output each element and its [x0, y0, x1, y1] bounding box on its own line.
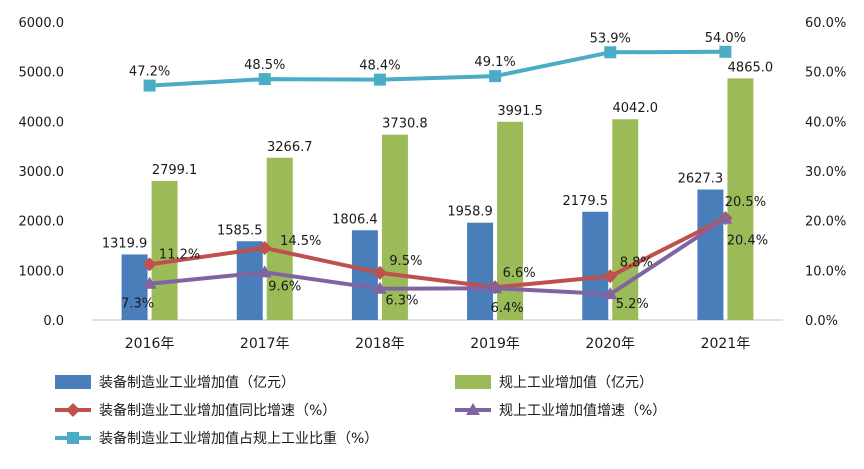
bar-data-label: 2799.1	[152, 163, 198, 178]
x-category-label: 2018年	[355, 336, 405, 352]
bar-data-label: 2627.3	[678, 172, 724, 187]
marker-above-scale-growth	[372, 281, 387, 294]
bar-above-scale	[727, 78, 754, 320]
line-data-label: 7.3%	[121, 297, 154, 312]
bar-data-label: 2179.5	[563, 194, 609, 209]
line-data-label: 49.1%	[474, 55, 515, 70]
bar-above-scale	[151, 180, 178, 320]
bar-data-label: 3991.5	[497, 104, 543, 119]
y-right-tick-label: 20.0%	[805, 215, 846, 230]
x-category-label: 2021年	[701, 336, 751, 352]
marker-above-scale-growth	[488, 281, 503, 294]
line-data-label: 48.4%	[359, 59, 400, 74]
bar-equipment	[697, 189, 724, 320]
bar-equipment	[236, 241, 263, 320]
y-right-tick-label: 40.0%	[805, 115, 846, 130]
x-category-label: 2020年	[585, 336, 635, 352]
marker-above-scale-growth	[603, 287, 618, 300]
marker-equipment-share	[489, 70, 502, 83]
line-data-label: 6.3%	[385, 294, 418, 309]
marker-equipment-growth	[257, 240, 272, 255]
legend-marker	[66, 403, 80, 417]
x-category-label: 2016年	[125, 336, 175, 352]
line-data-label: 47.2%	[129, 65, 170, 80]
line-data-label: 14.5%	[280, 234, 321, 249]
marker-equipment-share	[373, 73, 386, 86]
y-right-tick-label: 30.0%	[805, 165, 846, 180]
bar-data-label: 3266.7	[267, 140, 313, 155]
line-data-label: 11.2%	[159, 247, 200, 262]
line-data-label: 6.4%	[491, 301, 524, 316]
y-left-tick-label: 1000.0	[19, 264, 65, 279]
line-equipment-share	[149, 49, 726, 88]
line-data-label: 6.6%	[503, 266, 536, 281]
bar-data-label: 1806.4	[332, 212, 378, 227]
y-left-tick-label: 0.0	[43, 314, 64, 329]
bar-data-label: 1958.9	[447, 205, 493, 220]
y-right-tick-label: 0.0%	[805, 314, 838, 329]
x-category-label: 2019年	[470, 336, 520, 352]
line-equipment-growth	[149, 216, 727, 290]
bar-equipment	[582, 211, 609, 320]
legend-label: 装备制造业工业增加值（亿元）	[99, 374, 295, 391]
marker-above-scale-growth	[142, 276, 157, 289]
bar-data-label: 3730.8	[382, 117, 428, 132]
legend-label: 规上工业增加值（亿元）	[499, 375, 653, 391]
marker-above-scale-growth	[257, 265, 272, 278]
marker-equipment-share	[143, 79, 156, 92]
bar-equipment	[351, 230, 378, 320]
y-left-tick-label: 6000.0	[19, 16, 65, 31]
bar-equipment	[467, 222, 494, 320]
y-left-tick-label: 2000.0	[19, 215, 65, 230]
bar-data-label: 4865.0	[728, 60, 774, 75]
marker-equipment-growth	[142, 257, 157, 272]
line-data-label: 20.4%	[727, 234, 768, 249]
legend-marker	[67, 432, 79, 444]
marker-equipment-share	[604, 46, 617, 59]
bar-equipment	[121, 254, 148, 320]
bar-data-label: 1319.9	[102, 236, 148, 251]
legend-swatch	[455, 375, 491, 389]
marker-equipment-share	[719, 45, 732, 58]
legend-label: 装备制造业工业增加值占规上工业比重（%）	[99, 430, 378, 447]
y-left-tick-label: 3000.0	[19, 165, 65, 180]
y-left-tick-label: 5000.0	[19, 66, 65, 81]
line-data-label: 9.6%	[268, 279, 301, 294]
marker-above-scale-growth	[718, 211, 733, 224]
line-data-label: 5.2%	[616, 297, 649, 312]
legend-marker	[466, 403, 480, 415]
y-left-tick-label: 4000.0	[19, 115, 65, 130]
line-data-label: 20.5%	[725, 195, 766, 210]
line-above-scale-growth	[149, 217, 727, 297]
bar-data-label: 4042.0	[613, 101, 659, 116]
marker-equipment-growth	[372, 265, 387, 280]
legend-label: 装备制造业工业增加值同比增速（%）	[99, 402, 336, 419]
line-data-label: 53.9%	[590, 31, 631, 46]
legend-label: 规上工业增加值增速（%）	[499, 403, 666, 419]
y-right-tick-label: 50.0%	[805, 66, 846, 81]
legend-swatch	[55, 375, 91, 389]
line-data-label: 48.5%	[244, 58, 285, 73]
bar-above-scale	[266, 157, 293, 320]
line-data-label: 9.5%	[389, 254, 422, 269]
line-data-label: 54.0%	[705, 31, 746, 46]
y-right-tick-label: 60.0%	[805, 16, 846, 31]
marker-equipment-share	[258, 73, 271, 86]
x-category-label: 2017年	[240, 336, 290, 352]
bar-data-label: 1585.5	[217, 223, 263, 238]
line-data-label: 8.8%	[620, 255, 653, 270]
marker-equipment-growth	[603, 269, 618, 284]
y-right-tick-label: 10.0%	[805, 264, 846, 279]
